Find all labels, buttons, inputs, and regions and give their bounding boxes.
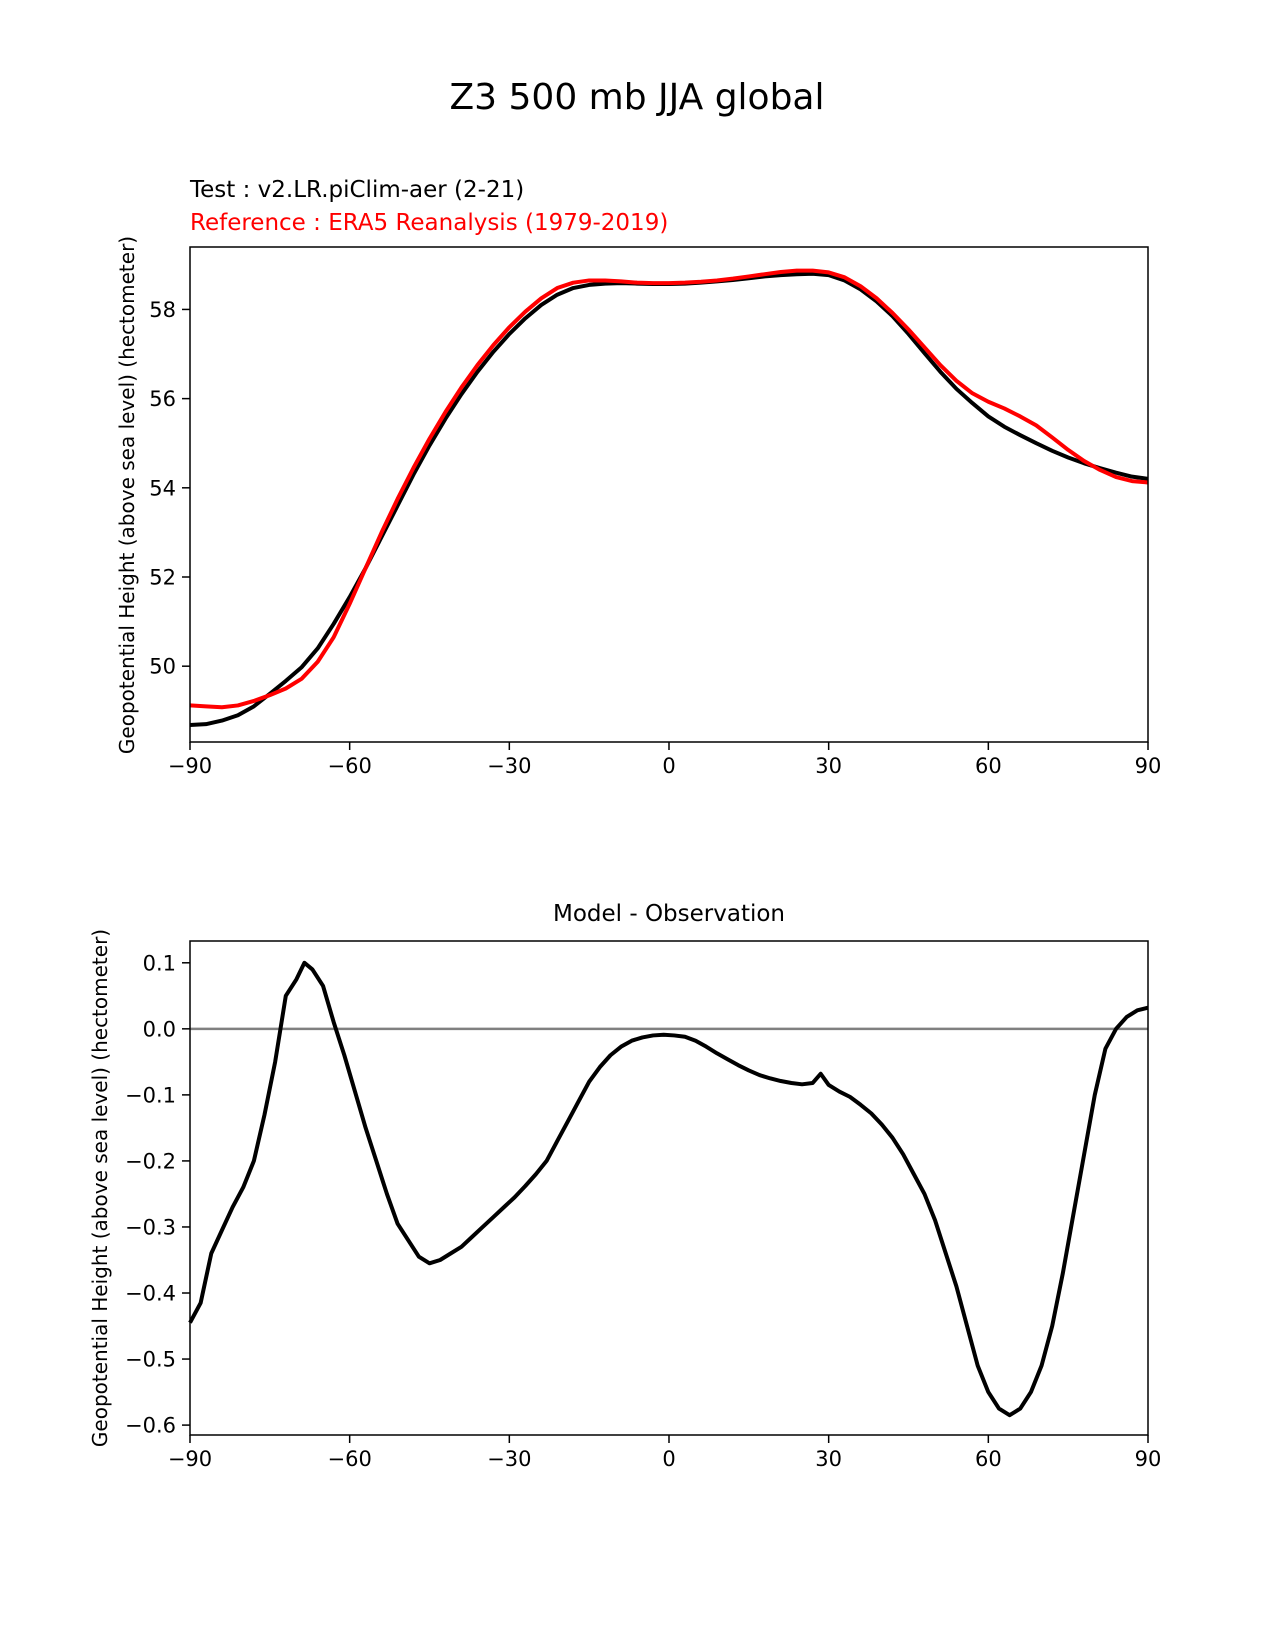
top-chart-panel: Test : v2.LR.piClim-aer (2-21) Reference… (115, 177, 1161, 778)
bottom-y-axis-label: Geopotential Height (above sea level) (h… (88, 929, 112, 1447)
x-tick-label: −60 (328, 1447, 372, 1471)
y-tick-label: −0.1 (125, 1083, 176, 1107)
y-tick-label: 58 (149, 298, 176, 322)
bottom-chart-panel: Model - Observation Geopotential Height … (88, 901, 1161, 1471)
x-tick-label: −90 (168, 1447, 212, 1471)
y-tick-label: 50 (149, 655, 176, 679)
figure-title: Z3 500 mb JJA global (450, 77, 825, 118)
x-tick-label: 60 (975, 1447, 1002, 1471)
plot-frame (189, 940, 1149, 1436)
y-tick-label: −0.3 (125, 1215, 176, 1239)
bottom-chart-title: Model - Observation (553, 901, 785, 927)
y-tick-label: 0.1 (143, 951, 176, 975)
y-tick-label: −0.5 (125, 1348, 176, 1372)
y-tick-label: 52 (149, 566, 176, 590)
x-tick-label: −30 (487, 754, 531, 778)
x-tick-label: 30 (815, 1447, 842, 1471)
series-line-0 (189, 271, 1149, 728)
top-y-axis-label: Geopotential Height (above sea level) (h… (115, 236, 139, 754)
y-tick-label: −0.2 (125, 1149, 176, 1173)
top-plot-area: −90 −60 −30 0 30 60 90 50 52 54 56 58 (149, 246, 1162, 778)
series-line-0 (188, 960, 1149, 1418)
x-tick-label: 30 (815, 754, 842, 778)
x-tick-label: 0 (662, 1447, 675, 1471)
x-tick-label: −60 (328, 754, 372, 778)
y-tick-label: 54 (149, 476, 176, 500)
x-tick-label: 0 (662, 754, 675, 778)
series-line-1 (189, 268, 1149, 710)
y-tick-label: −0.4 (125, 1282, 176, 1306)
top-test-label: Test : v2.LR.piClim-aer (2-21) (189, 177, 524, 203)
x-tick-label: 60 (975, 754, 1002, 778)
y-tick-label: −0.6 (125, 1414, 176, 1438)
x-tick-label: 90 (1135, 754, 1162, 778)
x-tick-label: −90 (168, 754, 212, 778)
x-tick-label: −30 (487, 1447, 531, 1471)
plot-frame (189, 246, 1149, 743)
top-reference-label: Reference : ERA5 Reanalysis (1979-2019) (190, 210, 668, 236)
y-tick-label: 0.0 (143, 1017, 176, 1041)
x-tick-label: 90 (1135, 1447, 1162, 1471)
y-tick-label: 56 (149, 387, 176, 411)
bottom-plot-area: −90 −60 −30 0 30 60 90 0.1 0.0 −0.1 −0.2 −0.3 −0.4 −0… (125, 940, 1162, 1471)
